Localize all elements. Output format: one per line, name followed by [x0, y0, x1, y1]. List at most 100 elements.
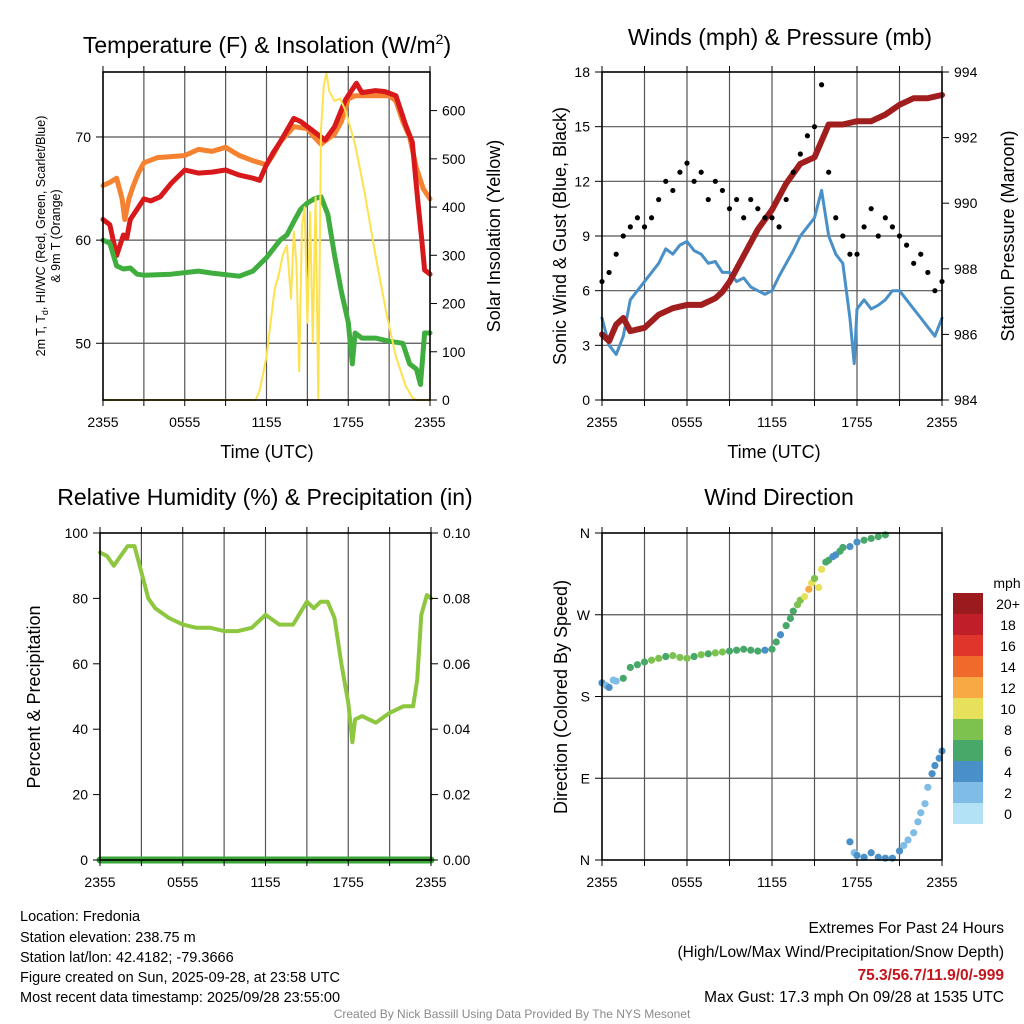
- y-tick-label: 3: [582, 337, 590, 353]
- y-right-tick-label: 994: [954, 64, 978, 80]
- legend-swatch: [953, 761, 983, 782]
- gust-point: [826, 169, 832, 175]
- x-tick-label: 2355: [87, 414, 118, 430]
- direction-point: [732, 646, 741, 654]
- series-line-relative-humidity: [98, 544, 433, 745]
- legend-label: 8: [1004, 722, 1012, 738]
- temperature-plot: 2355 0555 1155 1755 2355 50 60 70 0 100 200 300 400 5…: [75, 66, 466, 430]
- x-tick-label: 2355: [586, 414, 617, 430]
- gust-point: [932, 288, 938, 294]
- y-tick-label: 50: [75, 335, 91, 351]
- gust-point: [762, 215, 768, 221]
- y-tick-label: 0: [80, 852, 88, 868]
- y-right-tick-label: 0.10: [443, 525, 470, 541]
- series-line-sonic-wind: [600, 188, 944, 366]
- direction-point: [924, 783, 932, 791]
- y-tick-label: 80: [72, 590, 88, 606]
- gust-point: [677, 169, 683, 175]
- direction-point: [772, 638, 780, 646]
- y-tick-label: N: [580, 525, 590, 541]
- x-tick-label: 0555: [671, 874, 702, 890]
- y-right-tick-label: 988: [954, 261, 978, 277]
- x-tick-label: 1155: [251, 414, 281, 430]
- wind-direction-title: Wind Direction: [704, 484, 854, 510]
- direction-point: [612, 677, 620, 685]
- direction-point: [931, 761, 939, 770]
- gust-point: [833, 215, 839, 221]
- gust-point: [769, 215, 775, 221]
- direction-point: [704, 650, 712, 658]
- y-right-tick-label: 100: [442, 344, 466, 360]
- legend-swatch: [953, 698, 983, 719]
- x-tick-label: 1755: [841, 874, 872, 890]
- legend-label: 10: [1000, 701, 1016, 717]
- gust-point: [925, 269, 931, 276]
- pressure-ylabel: Station Pressure (Maroon): [998, 130, 1018, 341]
- y-right-tick-label: 0.02: [443, 787, 470, 803]
- x-tick-label: 0555: [169, 414, 200, 430]
- x-tick-label: 1155: [250, 874, 280, 890]
- y-tick-label: S: [581, 689, 590, 705]
- gust-point: [634, 215, 641, 221]
- direction-point: [839, 543, 847, 552]
- temperature-ylabel-line2: & 9m T (Orange): [49, 189, 63, 282]
- direction-point: [718, 648, 727, 656]
- footer-elevation: Station elevation: 238.75 m: [20, 930, 196, 946]
- temperature-xlabel: Time (UTC): [220, 442, 313, 462]
- y-tick-label: 100: [65, 525, 89, 541]
- y-tick-label: N: [580, 852, 590, 868]
- direction-point: [647, 656, 656, 664]
- x-tick-label: 2355: [415, 874, 446, 890]
- y-tick-label: 9: [582, 228, 590, 244]
- x-tick-label: 2355: [586, 874, 617, 890]
- direction-point: [683, 654, 691, 662]
- direction-point: [605, 683, 613, 692]
- direction-point: [669, 652, 677, 660]
- direction-point: [846, 838, 854, 846]
- gust-point: [719, 187, 726, 194]
- y-tick-label: 20: [72, 787, 88, 803]
- series-line-2m-t: [100, 80, 433, 277]
- direction-point: [853, 851, 861, 860]
- direction-point: [655, 654, 663, 662]
- direction-point: [860, 853, 868, 861]
- direction-point: [853, 538, 861, 546]
- y-tick-label: 15: [574, 119, 590, 135]
- gust-point: [705, 196, 711, 203]
- humidity-plot: 2355 0555 1155 1755 2355 0 20 40 60 80 100 0.00 0.02…: [65, 525, 471, 890]
- gust-point: [840, 233, 846, 239]
- legend-label: 12: [1000, 680, 1016, 696]
- legend-swatch: [953, 740, 983, 761]
- legend-label: 14: [1000, 659, 1016, 675]
- x-tick-label: 0555: [167, 874, 198, 890]
- gust-point: [606, 269, 612, 276]
- gust-point: [882, 215, 888, 221]
- gust-point: [875, 233, 881, 239]
- x-tick-label: 1155: [757, 874, 787, 890]
- y-right-tick-label: 0.06: [443, 656, 470, 672]
- gust-point: [847, 251, 853, 257]
- legend-label: 18: [1000, 617, 1016, 633]
- y-right-tick-label: 0.04: [443, 721, 470, 737]
- legend-label: 4: [1004, 764, 1012, 780]
- y-right-tick-label: 0.08: [443, 590, 470, 606]
- direction-point: [867, 534, 875, 543]
- gust-point: [733, 196, 740, 203]
- gust-point: [726, 206, 733, 212]
- x-tick-label: 1155: [757, 414, 787, 430]
- direction-point: [776, 631, 785, 639]
- x-tick-label: 1755: [333, 414, 364, 430]
- temperature-title: Temperature (F) & Insolation (W/m2): [83, 31, 451, 58]
- gust-point: [918, 251, 924, 257]
- series-line-solar-insolation: [102, 71, 431, 401]
- gust-point: [818, 82, 825, 88]
- direction-point: [626, 663, 634, 672]
- x-tick-label: 2355: [84, 874, 115, 890]
- y-right-tick-label: 0: [442, 392, 450, 408]
- legend-swatch: [953, 677, 983, 698]
- y-right-tick-label: 500: [442, 151, 466, 167]
- gust-point: [804, 133, 811, 139]
- y-right-tick-label: 300: [442, 247, 466, 263]
- y-tick-label: 40: [72, 721, 88, 737]
- gust-point: [896, 233, 903, 239]
